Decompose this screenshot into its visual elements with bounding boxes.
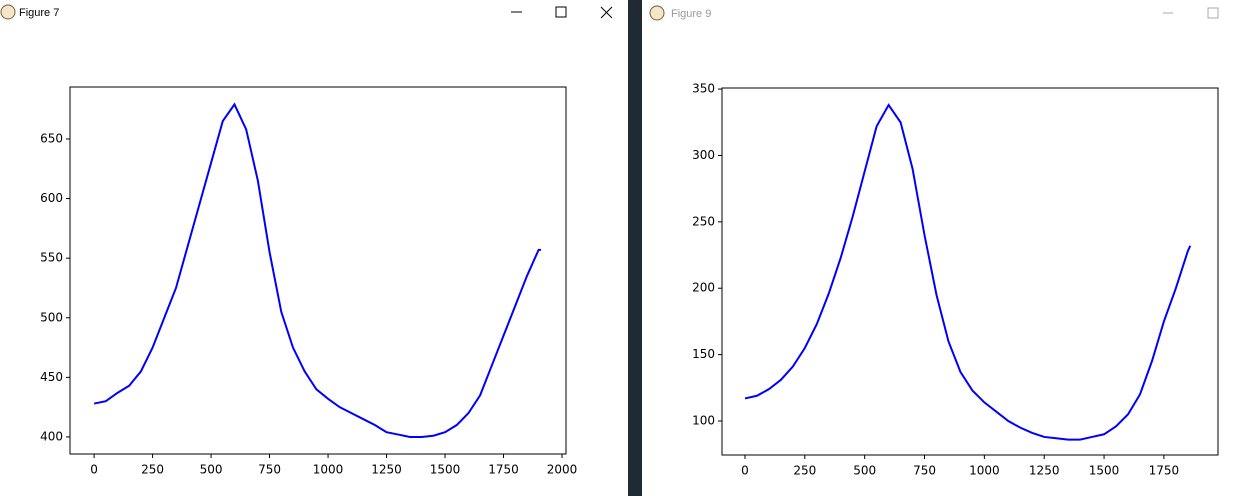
window-controls[interactable] xyxy=(1163,7,1219,19)
window-title: Figure 9 xyxy=(671,8,711,20)
y-tick-label: 550 xyxy=(40,251,63,265)
x-tick-label: 1250 xyxy=(1029,464,1060,478)
y-tick-label: 300 xyxy=(692,148,715,162)
y-tick-label: 500 xyxy=(40,310,63,324)
data-line xyxy=(744,103,1192,441)
data-line xyxy=(93,102,541,438)
x-tick-label: 0 xyxy=(741,464,749,478)
y-tick-label: 450 xyxy=(40,370,63,384)
axes-frame xyxy=(721,87,1219,456)
window-gap xyxy=(628,0,642,496)
x-tick-label: 1500 xyxy=(1089,464,1120,478)
x-tick-label: 1250 xyxy=(371,463,402,477)
x-tick-label: 500 xyxy=(200,463,223,477)
x-tick-label: 500 xyxy=(853,464,876,478)
y-tick-label: 350 xyxy=(692,82,715,96)
x-tick-label: 1000 xyxy=(313,463,344,477)
x-tick-label: 1000 xyxy=(969,464,1000,478)
x-tick-label: 1750 xyxy=(1149,464,1180,478)
x-tick-label: 750 xyxy=(258,463,281,477)
y-tick-label: 400 xyxy=(40,429,63,443)
y-tick-label: 100 xyxy=(692,414,715,428)
y-tick-label: 150 xyxy=(692,347,715,361)
x-tick-label: 2000 xyxy=(547,463,578,477)
y-tick-label: 250 xyxy=(692,214,715,228)
axes-frame xyxy=(69,86,567,455)
window-title: Figure 7 xyxy=(19,7,59,19)
y-tick-label: 600 xyxy=(40,191,63,205)
y-tick-label: 650 xyxy=(40,131,63,145)
window-icon xyxy=(0,4,665,21)
x-tick-label: 250 xyxy=(141,463,164,477)
x-tick-label: 0 xyxy=(90,463,98,477)
x-tick-label: 250 xyxy=(793,464,816,478)
x-tick-label: 1500 xyxy=(430,463,461,477)
x-tick-label: 750 xyxy=(913,464,936,478)
y-tick-label: 200 xyxy=(692,281,715,295)
x-tick-label: 1750 xyxy=(488,463,519,477)
window-controls[interactable] xyxy=(511,6,613,19)
